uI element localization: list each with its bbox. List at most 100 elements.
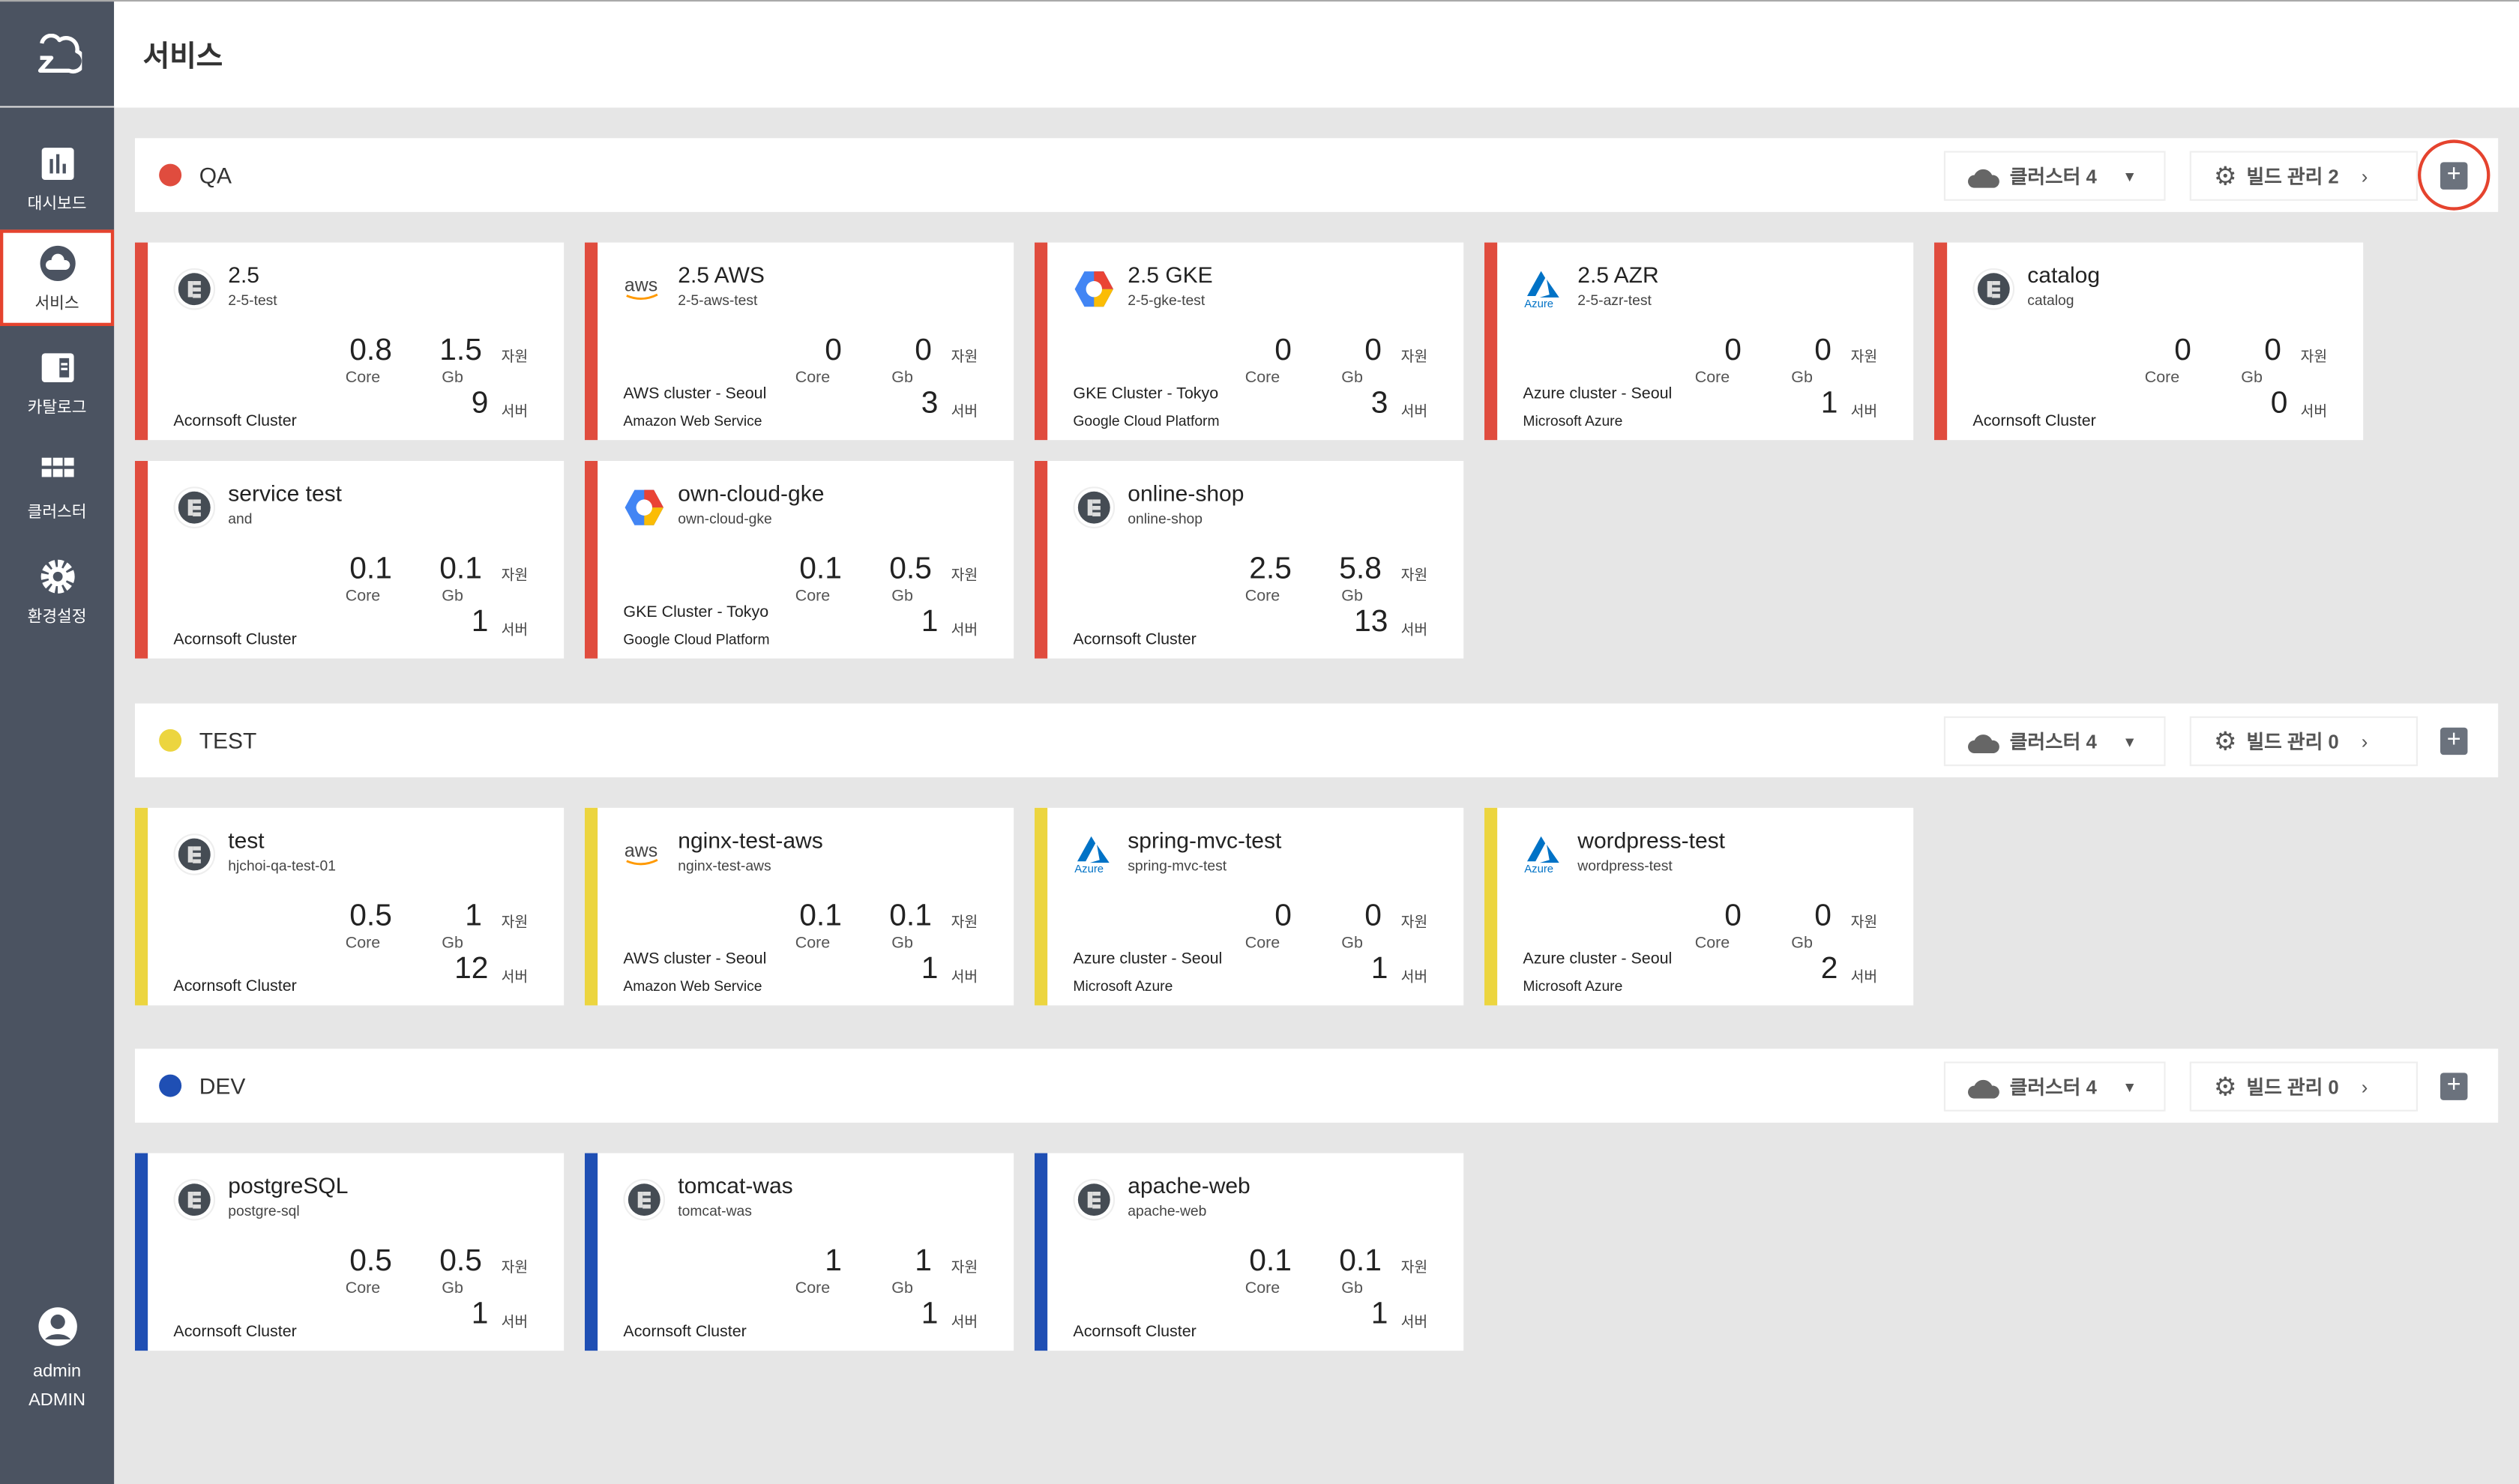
server-label: 서버 — [1400, 968, 1428, 985]
service-card[interactable]: apache-web apache-web 0.1 Core 0.1 Gb 자원… — [1035, 1153, 1464, 1351]
server-label: 서버 — [1400, 402, 1428, 420]
core-label: Core — [1245, 588, 1280, 606]
caret-down-icon: ▼ — [2122, 1078, 2137, 1095]
service-card[interactable]: online-shop online-shop 2.5 Core 5.8 Gb … — [1035, 461, 1464, 659]
service-card[interactable]: service test and 0.1 Core 0.1 Gb 자원 1 서버… — [135, 461, 565, 659]
server-label: 서버 — [951, 402, 978, 420]
memory-gb-value: 0 — [2264, 334, 2281, 368]
core-label: Core — [795, 1279, 831, 1298]
build-manage-button[interactable]: ⚙ 빌드 관리 0 › — [2189, 716, 2418, 767]
user-menu[interactable]: admin ADMIN — [0, 1306, 114, 1415]
service-title: spring-mvc-test — [1128, 827, 1282, 853]
service-card[interactable]: postgreSQL postgre-sql 0.5 Core 0.5 Gb 자… — [135, 1153, 565, 1351]
service-type-icon — [1073, 268, 1115, 310]
memory-gb-value: 1.5 — [439, 334, 482, 368]
cluster-dropdown[interactable]: 클러스터 4 ▼ — [1943, 716, 2166, 767]
gb-label: Gb — [891, 588, 913, 606]
memory-gb-value: 0 — [1364, 899, 1382, 933]
service-card[interactable]: own-cloud-gke own-cloud-gke 0.1 Core 0.5… — [585, 461, 1014, 659]
service-card[interactable]: Azure wordpress-test wordpress-test 0 Co… — [1484, 807, 1914, 1006]
build-manage-button[interactable]: ⚙ 빌드 관리 2 › — [2189, 151, 2418, 201]
logo[interactable] — [0, 1, 115, 108]
memory-gb-value: 0 — [1364, 334, 1382, 368]
build-manage-label: 빌드 관리 2 — [2246, 165, 2339, 188]
cluster-count-label: 클러스터 4 — [2009, 1076, 2097, 1099]
cluster-dropdown[interactable]: 클러스터 4 ▼ — [1943, 1061, 2166, 1112]
service-card[interactable]: Azure spring-mvc-test spring-mvc-test 0 … — [1035, 807, 1464, 1006]
sidebar-item-label: 클러스터 — [27, 503, 87, 522]
group-name: TEST — [199, 727, 257, 753]
add-service-button[interactable]: + — [2440, 727, 2468, 755]
service-type-icon — [1073, 1178, 1116, 1221]
server-label: 서버 — [951, 1313, 978, 1330]
memory-gb-value: 0.1 — [1339, 1244, 1382, 1279]
service-card[interactable]: 2.5 GKE 2-5-gke-test 0 Core 0 Gb 자원 3 서버… — [1035, 242, 1464, 441]
cluster-dropdown[interactable]: 클러스터 4 ▼ — [1943, 151, 2166, 201]
gear-icon — [37, 557, 76, 595]
resource-label: 자원 — [951, 1259, 978, 1276]
svg-text:Azure: Azure — [1074, 863, 1104, 875]
core-label: Core — [345, 1279, 381, 1298]
service-card[interactable]: tomcat-was tomcat-was 1 Core 1 Gb 자원 1 서… — [585, 1153, 1014, 1351]
server-label: 서버 — [501, 402, 529, 420]
cpu-core-value: 0.8 — [349, 334, 392, 368]
svg-text:aws: aws — [625, 840, 657, 861]
service-card[interactable]: catalog catalog 0 Core 0 Gb 자원 0 서버 Acor… — [1934, 242, 2364, 441]
core-label: Core — [1245, 369, 1280, 387]
server-icon — [1073, 1178, 1116, 1221]
server-label: 서버 — [1850, 968, 1878, 985]
cluster-name: Acornsoft Cluster — [173, 978, 297, 996]
service-card[interactable]: 2.5 2-5-test 0.8 Core 1.5 Gb 자원 9 서버 Aco… — [135, 242, 565, 441]
resource-label: 자원 — [501, 567, 529, 583]
memory-gb-value: 0 — [915, 334, 932, 368]
memory-gb-value: 0 — [1814, 334, 1832, 368]
resource-label: 자원 — [1400, 914, 1428, 930]
cluster-count-label: 클러스터 4 — [2009, 730, 2097, 753]
cpu-core-value: 0 — [1274, 334, 1292, 368]
cpu-core-value: 0.1 — [799, 899, 842, 933]
cluster-name: Acornsoft Cluster — [173, 631, 297, 649]
svg-text:Azure: Azure — [1524, 298, 1553, 310]
service-title: 2.5 — [228, 262, 260, 288]
server-label: 서버 — [1400, 1313, 1428, 1330]
cluster-name: AWS cluster - Seoul — [623, 950, 767, 969]
sidebar-item-grid[interactable]: 클러스터 — [0, 438, 114, 535]
service-namespace: nginx-test-aws — [678, 857, 771, 874]
sidebar-item-label: 서비스 — [34, 295, 79, 313]
build-manage-button[interactable]: ⚙ 빌드 관리 0 › — [2189, 1061, 2418, 1112]
service-namespace: and — [228, 510, 253, 527]
service-card[interactable]: aws nginx-test-aws nginx-test-aws 0.1 Co… — [585, 807, 1014, 1006]
sidebar-item-label: 카탈로그 — [27, 399, 87, 417]
server-count: 1 — [921, 605, 939, 639]
service-namespace: catalog — [2027, 292, 2074, 309]
service-card[interactable]: aws 2.5 AWS 2-5-aws-test 0 Core 0 Gb 자원 … — [585, 242, 1014, 441]
cluster-name: GKE Cluster - Tokyo — [623, 603, 769, 622]
azure-logo-icon: Azure — [1074, 836, 1110, 875]
resource-label: 자원 — [1400, 349, 1428, 365]
memory-gb-value: 0.1 — [889, 899, 932, 933]
sidebar-item-cloud[interactable]: 서비스 — [0, 229, 115, 326]
add-service-button[interactable]: + — [2440, 1072, 2468, 1100]
service-type-icon: aws — [623, 833, 665, 875]
sidebar-item-label: 환경설정 — [27, 608, 87, 626]
sidebar-item-gear[interactable]: 환경설정 — [0, 543, 114, 639]
highlight-circle — [2418, 139, 2491, 211]
cpu-core-value: 0 — [1724, 899, 1742, 933]
cpu-core-value: 0 — [2174, 334, 2191, 368]
service-namespace: 2-5-aws-test — [678, 292, 758, 309]
cluster-name: Acornsoft Cluster — [1073, 631, 1197, 649]
sidebar-item-bar-chart[interactable]: 대시보드 — [0, 130, 114, 227]
service-type-icon — [1073, 486, 1116, 528]
core-label: Core — [795, 369, 831, 387]
service-namespace: 2-5-test — [228, 292, 277, 309]
cloud-provider: Microsoft Azure — [1523, 978, 1623, 995]
sidebar-item-catalog[interactable]: 카탈로그 — [0, 334, 114, 431]
service-card[interactable]: test hjchoi-qa-test-01 0.5 Core 1 Gb 자원 … — [135, 807, 565, 1006]
gears-icon: ⚙ — [2213, 1073, 2237, 1101]
cpu-core-value: 1 — [825, 1244, 842, 1279]
service-card[interactable]: Azure 2.5 AZR 2-5-azr-test 0 Core 0 Gb 자… — [1484, 242, 1914, 441]
aws-logo-icon: aws — [625, 840, 658, 866]
server-icon — [623, 1178, 666, 1221]
gears-icon: ⚙ — [2213, 728, 2237, 756]
resource-label: 자원 — [951, 914, 978, 930]
